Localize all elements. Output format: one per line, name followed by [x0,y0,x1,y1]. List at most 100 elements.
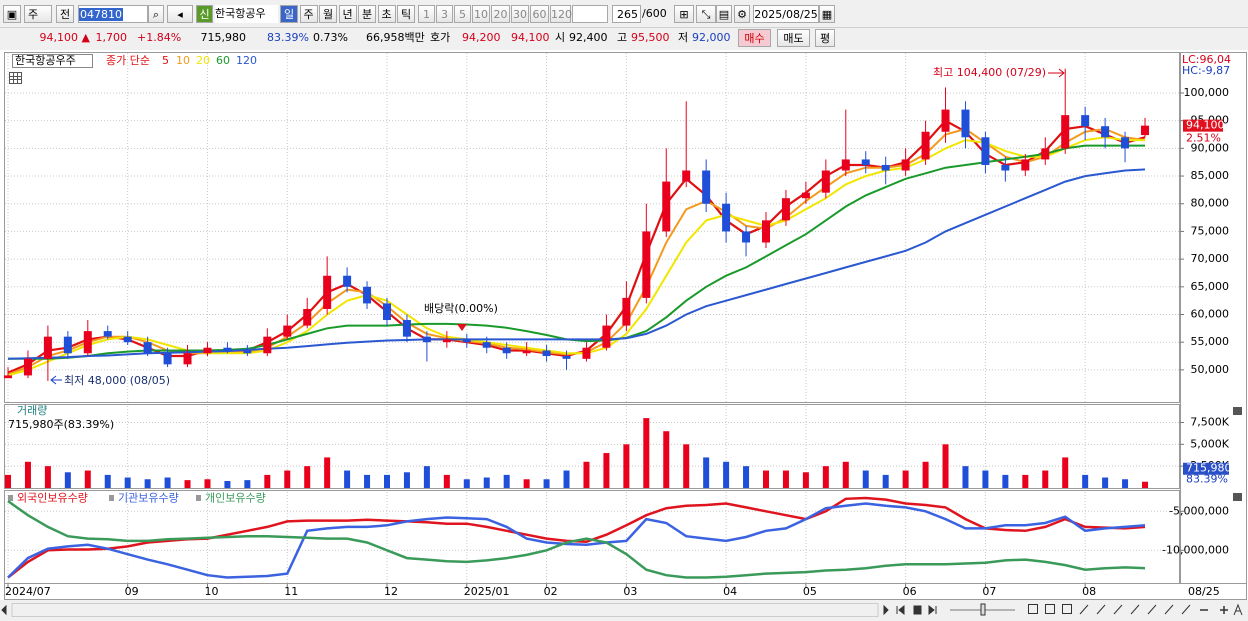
close-icon[interactable] [1233,493,1242,501]
candle-body [901,159,910,171]
menu-icon[interactable]: ▣ [3,5,21,23]
legend-swatch [196,495,201,501]
first-btn[interactable] [896,604,905,616]
scroll-right[interactable] [883,604,889,616]
candle-body [801,192,810,199]
draw-tools[interactable] [1079,604,1191,615]
interval-button[interactable]: 60 [530,5,549,23]
candle-body [183,353,192,365]
table-icon[interactable] [9,72,22,84]
volume-bar [663,431,670,488]
candle-body [662,181,671,232]
volume-bar [423,466,430,488]
legend-entry: 20 [196,54,210,67]
sell-button[interactable]: 매도 [777,29,810,47]
volume-bar [144,479,151,488]
last-volume: 715,980 [1186,462,1232,475]
period-select[interactable]: 주 [24,5,52,23]
volume-bar [1102,477,1109,488]
volume-bar [244,480,251,488]
close-icon[interactable] [1233,407,1242,415]
interval-button[interactable]: 10 [472,5,490,23]
candle-body [821,170,830,193]
volume-bar [1062,457,1069,488]
font-button[interactable] [1233,603,1243,616]
interval-button[interactable]: 1 [418,5,435,23]
candle-body [1021,159,1030,171]
interval-button[interactable]: 5 [454,5,471,23]
candle-body [542,350,551,357]
buy-button[interactable]: 매수 [738,29,771,47]
candle-body [462,339,471,343]
x-tick-label: 02 [544,585,558,598]
scroll-left[interactable] [1,604,7,616]
interval-button[interactable]: 20 [491,5,510,23]
tool-icon[interactable] [1028,604,1038,614]
count-input[interactable]: 265 [612,5,641,23]
tool-button[interactable]: ⤡ [696,5,716,23]
interval-button[interactable]: 120 [550,5,572,23]
candle-body [981,137,990,165]
zoom-thumb[interactable] [980,603,986,616]
unit-button[interactable]: 분 [358,5,376,23]
blank-select[interactable] [572,5,608,23]
interval-button[interactable]: 3 [436,5,453,23]
stop-btn[interactable] [913,605,922,615]
zoom-buttons[interactable] [1200,606,1228,614]
unit-button[interactable]: 년 [338,5,357,23]
volume-bar [344,470,351,488]
volume-bar [822,466,829,488]
x-tick-label: 04 [723,585,737,598]
y-tick-label: 100,000 [1184,86,1230,99]
x-tick-label: 11 [284,585,298,598]
unit-button[interactable]: 일 [280,5,298,23]
date-input[interactable]: 2025/08/25 [753,5,819,23]
unit-button[interactable]: 틱 [397,5,415,23]
candle-body [63,336,72,354]
hc-label: HC:-9,87 [1182,64,1230,77]
last-btn[interactable] [928,604,937,616]
sound-button[interactable]: ◂ [167,5,193,23]
legend-swatch [8,495,13,501]
tool-icon[interactable] [1045,604,1055,614]
tool-icon[interactable] [1062,604,1072,614]
candle-body [642,231,651,298]
stock-name: 한국항공우 [215,5,278,23]
candle-body [702,170,711,204]
new-badge[interactable]: 신 [196,5,213,23]
prev-button[interactable]: 전 [56,5,74,23]
candle-body [482,342,491,348]
volume-bar [284,470,291,488]
low-label: 저 [678,31,689,44]
volume-bar [862,470,869,488]
unit-button[interactable]: 월 [319,5,337,23]
holdings-panel [4,490,1180,584]
candle-body [722,203,731,232]
unit-button[interactable]: 초 [377,5,396,23]
save-button[interactable]: ▤ [716,5,732,23]
tool-button[interactable]: ⊞ [674,5,694,23]
volume-bar [84,470,91,488]
candle-body [43,336,52,359]
avg-button[interactable]: 평 [815,29,835,47]
settings-button[interactable]: ⚙ [734,5,750,23]
candle-body [223,347,232,351]
unit-button[interactable]: 주 [299,5,318,23]
calendar-button[interactable]: ▦ [819,5,835,23]
volume-bar [164,477,171,488]
candle-body [402,320,411,337]
last-price: 94,100 [1186,119,1225,132]
interval-button[interactable]: 30 [511,5,529,23]
code-input[interactable]: 047810 [78,5,148,23]
scrollbar[interactable] [11,603,879,617]
candle-body [1141,125,1149,136]
low: 92,000 [692,31,731,44]
search-button[interactable]: ⌕ [148,5,164,23]
candle-body [442,339,451,343]
candle-body [861,159,870,165]
y-tick-label: 7,500K [1190,415,1229,428]
candle-body [263,336,272,354]
volume-bar [763,470,769,488]
